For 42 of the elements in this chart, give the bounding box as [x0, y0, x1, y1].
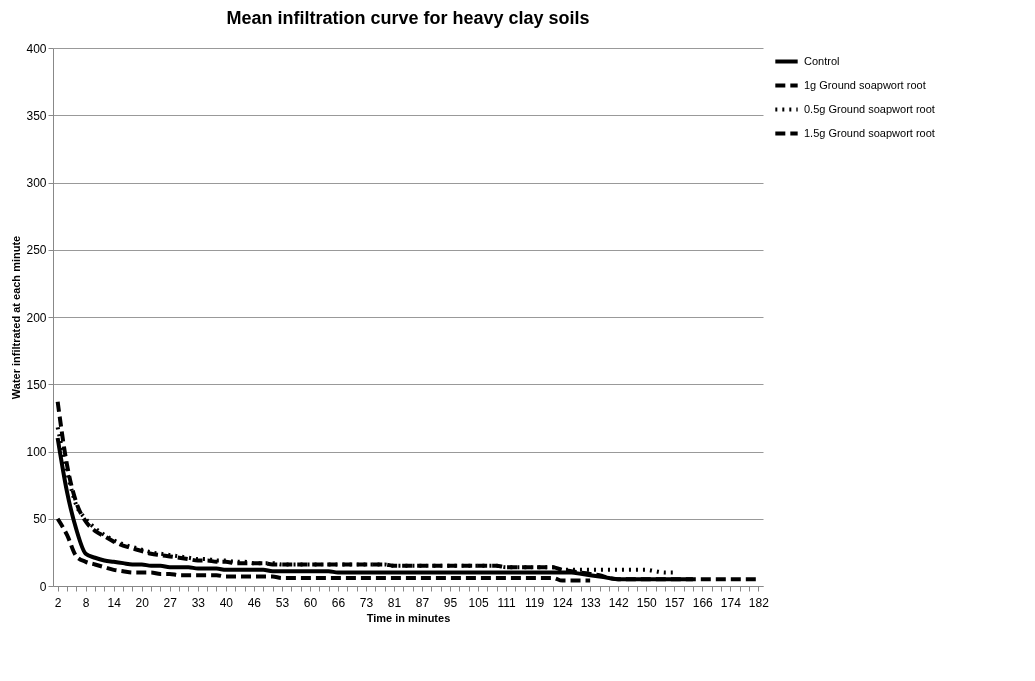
x-tick-label: 166	[692, 595, 714, 610]
x-tick-label: 124	[552, 595, 573, 610]
legend-label: 1.5g Ground soapwort root	[804, 126, 935, 139]
x-tick-label: 142	[608, 595, 630, 610]
x-tick-label: 119	[525, 595, 545, 610]
x-tick-label: 14	[107, 595, 122, 610]
legend-label: Control	[804, 54, 840, 67]
y-axis-title: Water infiltrated at each minute	[10, 235, 23, 400]
x-tick-label: 46	[247, 595, 262, 610]
legend-label: 0.5g Ground soapwort root	[804, 102, 935, 115]
y-tick-label: 250	[26, 243, 47, 258]
y-tick-label: 50	[33, 512, 47, 527]
y-tick-label: 400	[26, 41, 47, 56]
y-tick-label: 100	[26, 445, 47, 459]
x-tick-label: 27	[163, 595, 178, 610]
x-tick-label: 133	[580, 595, 601, 610]
x-tick-label: 105	[468, 595, 489, 610]
x-tick-label: 157	[664, 595, 686, 610]
x-tick-label: 182	[748, 595, 770, 610]
x-tick-label: 33	[191, 595, 206, 610]
y-tick-label: 150	[26, 377, 47, 392]
x-tick-label: 40	[219, 595, 234, 610]
y-tick-label: 200	[26, 310, 47, 325]
x-tick-label: 81	[387, 595, 402, 610]
x-tick-label: 2	[54, 595, 62, 610]
y-tick-label: 0	[39, 579, 47, 594]
y-tick-label: 300	[26, 176, 47, 190]
x-tick-label: 150	[636, 595, 658, 610]
y-tick-label: 350	[26, 108, 47, 123]
x-tick-label: 95	[443, 595, 458, 610]
x-tick-label: 174	[720, 595, 742, 610]
x-tick-label: 8	[82, 595, 90, 610]
x-tick-label: 53	[275, 595, 290, 610]
chart-title: Mean infiltration curve for heavy clay soils	[226, 8, 590, 28]
x-tick-label: 73	[359, 595, 374, 610]
x-tick-label: 60	[303, 595, 318, 610]
x-tick-label: 20	[135, 595, 150, 610]
x-tick-label: 111	[497, 595, 517, 610]
x-axis-title: Time in minutes	[366, 611, 451, 624]
x-tick-label: 66	[331, 595, 346, 610]
legend-label: 1g Ground soapwort root	[804, 78, 926, 91]
x-tick-label: 87	[415, 595, 430, 610]
